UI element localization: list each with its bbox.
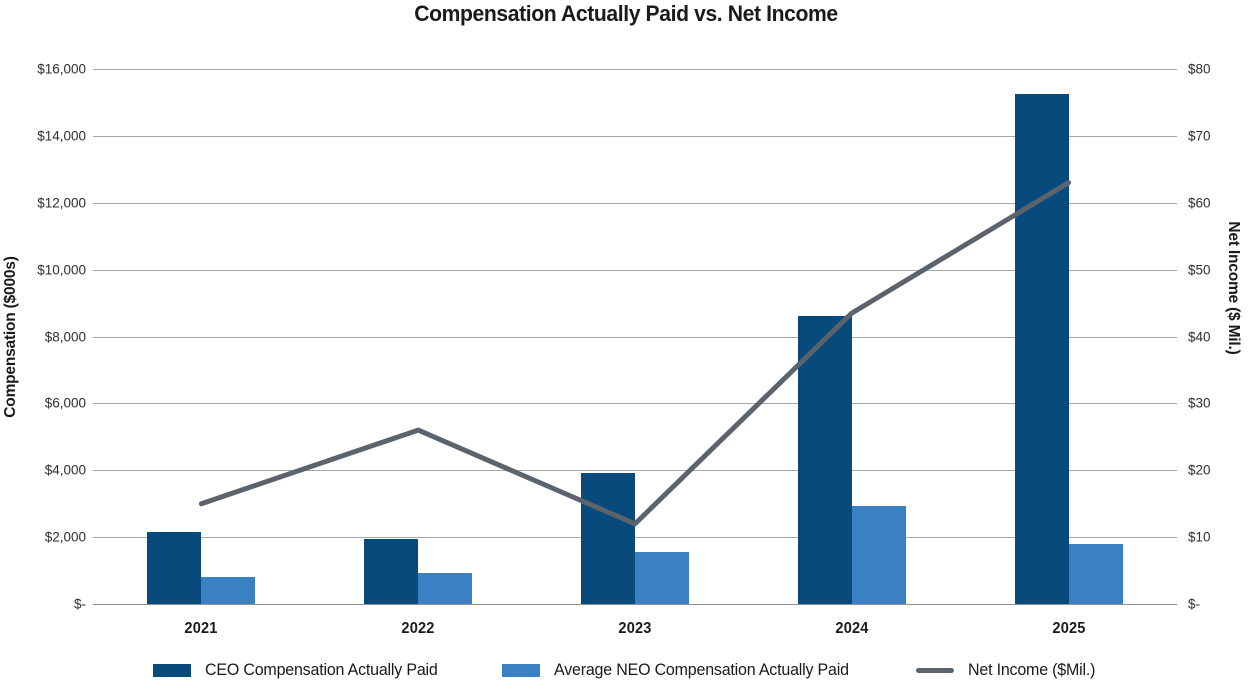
left-axis-tick: $4,000 (44, 462, 86, 478)
x-label-2021: 2021 (184, 620, 218, 637)
bar-neo-2022 (418, 572, 473, 604)
left-axis-tick: $8,000 (44, 329, 86, 344)
right-axis-tick: $30 (1188, 395, 1211, 411)
x-label-2022: 2022 (401, 620, 435, 637)
plot-area (93, 69, 1177, 605)
legend-label: Average NEO Compensation Actually Paid (554, 661, 850, 679)
left-axis-tick: $- (73, 596, 86, 612)
gridline (93, 336, 1177, 338)
net-income-line (198, 180, 1072, 527)
gridline (93, 202, 1177, 204)
legend-swatch-line (916, 668, 955, 673)
right-axis-tick: $10 (1188, 529, 1211, 545)
bar-neo-2021 (201, 576, 256, 604)
bar-neo-2023 (635, 552, 689, 604)
left-axis-tick: $10,000 (37, 262, 86, 278)
left-axis-tick: $2,000 (44, 529, 86, 545)
right-axis-tick: $50 (1188, 262, 1211, 278)
right-axis-tick: $80 (1188, 61, 1211, 77)
legend-swatch-bar (152, 664, 191, 677)
right-axis-tick: $70 (1188, 128, 1211, 144)
bar-ceo-2021 (147, 532, 202, 604)
legend-item-ceo: CEO Compensation Actually Paid (152, 661, 445, 680)
bar-neo-2025 (1068, 544, 1123, 604)
gridline (93, 269, 1177, 271)
gridline (93, 403, 1177, 405)
gridline (93, 470, 1177, 472)
bar-ceo-2022 (364, 539, 419, 604)
legend-item-net-income: Net Income ($Mil.) (916, 661, 1099, 680)
left-axis-tick: $6,000 (44, 395, 86, 411)
chart-title: Compensation Actually Paid vs. Net Incom… (414, 1, 838, 26)
right-axis-tick-labels: $80 $70 $60 $50 $40 $30 $20 $10 $- (1188, 62, 1248, 612)
bar-ceo-2024 (797, 316, 852, 604)
legend-item-neo: Average NEO Compensation Actually Paid (502, 661, 858, 680)
x-axis-labels: 2021 2022 2023 2024 2025 (93, 620, 1177, 642)
legend-label: CEO Compensation Actually Paid (204, 661, 438, 679)
x-label-2023: 2023 (618, 620, 652, 637)
bar-neo-2024 (851, 506, 906, 604)
left-axis-tick: $12,000 (37, 195, 86, 211)
right-axis-tick: $20 (1188, 462, 1211, 478)
left-axis-tick: $14,000 (37, 128, 86, 144)
left-axis-tick-labels: $16,000 $14,000 $12,000 $10,000 $8,000 $6,000… (0, 62, 86, 612)
legend-label: Net Income ($Mil.) (968, 661, 1096, 679)
bar-ceo-2025 (1014, 94, 1069, 604)
legend-swatch-bar (502, 664, 541, 677)
gridline (93, 135, 1177, 137)
net-income-polyline (198, 180, 1072, 527)
x-axis-line (93, 604, 1177, 605)
gridline (93, 69, 1177, 70)
chart-legend: CEO Compensation Actually Paid Average NE… (0, 661, 1252, 680)
right-axis-tick: $60 (1188, 195, 1211, 211)
right-axis-tick: $40 (1188, 329, 1211, 344)
bar-ceo-2023 (581, 472, 635, 604)
right-axis-tick: $- (1188, 596, 1201, 612)
gridline (93, 537, 1177, 539)
x-label-2025: 2025 (1052, 620, 1086, 637)
x-label-2024: 2024 (835, 620, 869, 637)
left-axis-tick: $16,000 (37, 61, 86, 77)
